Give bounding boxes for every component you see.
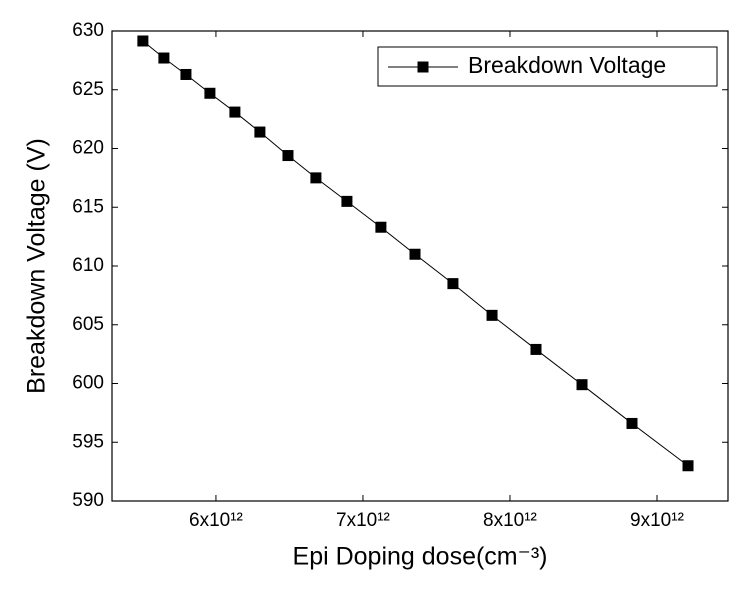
marker	[204, 87, 216, 99]
y-tick-label: 620	[72, 138, 104, 159]
marker	[254, 126, 266, 138]
marker	[158, 52, 170, 64]
marker	[409, 248, 421, 260]
y-tick-label: 610	[72, 255, 104, 276]
marker	[682, 460, 694, 472]
marker	[229, 106, 241, 118]
marker	[576, 379, 588, 391]
y-tick-label: 625	[72, 79, 104, 100]
legend-marker	[417, 61, 429, 73]
marker	[447, 278, 459, 290]
marker	[137, 35, 149, 47]
x-axis-label: Epi Doping dose(cm⁻³)	[293, 543, 548, 571]
plot-frame	[111, 30, 729, 502]
marker	[626, 417, 638, 429]
x-tick-label: 9x10¹²	[630, 510, 684, 531]
legend-label: Breakdown Voltage	[468, 52, 666, 78]
y-tick-label: 630	[72, 20, 104, 41]
y-tick-label: 595	[72, 431, 104, 452]
x-tick-label: 8x10¹²	[483, 510, 537, 531]
marker	[375, 221, 387, 233]
x-tick-label: 7x10¹²	[336, 510, 390, 531]
marker	[180, 68, 192, 80]
marker	[486, 309, 498, 321]
y-tick-label: 605	[72, 314, 104, 335]
y-tick-label: 590	[72, 490, 104, 511]
marker	[341, 195, 353, 207]
y-axis-label: Breakdown Voltage (V)	[23, 138, 51, 394]
x-tick-label: 6x10¹²	[189, 510, 243, 531]
marker	[310, 172, 322, 184]
y-tick-label: 600	[72, 373, 104, 394]
y-tick-label: 615	[72, 196, 104, 217]
marker	[282, 150, 294, 162]
marker	[530, 343, 542, 355]
